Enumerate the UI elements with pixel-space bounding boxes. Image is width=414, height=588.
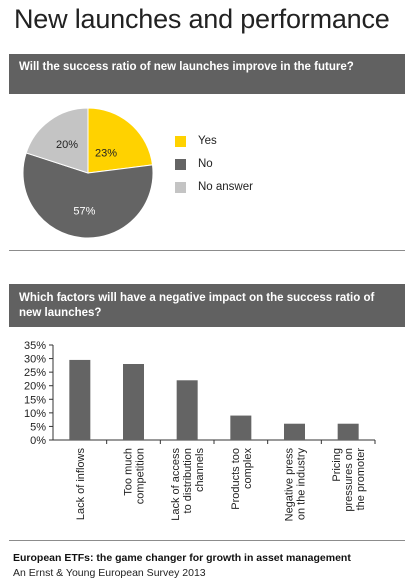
x-category-label: channels [194, 448, 206, 493]
bar-6 [337, 423, 359, 440]
x-category-label: Products too [230, 448, 242, 510]
x-category-label: Pricing [331, 448, 343, 482]
footer-subtitle: An Ernst & Young European Survey 2013 [13, 567, 206, 579]
x-category-label: the promoter [355, 448, 367, 511]
pie-label-no: 57% [73, 206, 95, 218]
x-category-label: competition [135, 448, 147, 504]
bar-question-header: Which factors will have a negative impac… [9, 284, 405, 327]
legend-swatch-no [175, 158, 186, 170]
bar-3 [176, 380, 198, 440]
bar-4 [230, 415, 252, 440]
pie-question-header: Will the success ratio of new launches i… [9, 54, 405, 94]
x-category-label: to distribution [182, 448, 194, 513]
x-category-label: on the industry [296, 448, 308, 521]
y-tick-label: 10% [24, 408, 46, 420]
section-divider [9, 250, 405, 251]
legend-label-no: No [198, 158, 213, 170]
y-tick-label: 15% [24, 394, 46, 406]
page-title: New launches and performance [14, 4, 390, 34]
y-tick-label: 30% [24, 354, 46, 366]
y-tick-label: 25% [24, 367, 46, 379]
bar-5 [284, 423, 305, 440]
x-category-label: Negative press [284, 448, 296, 522]
legend-item-no-answer: No answer [175, 180, 253, 194]
y-tick-label: 0% [30, 435, 46, 447]
bar-2 [123, 364, 144, 440]
legend-item-no: No [175, 157, 213, 171]
y-tick-label: 5% [30, 421, 46, 433]
legend-swatch-yes [175, 135, 186, 147]
x-category-label: Lack of inflows [75, 448, 87, 521]
pie-slice-no [22, 152, 154, 239]
footer-divider [9, 540, 405, 541]
pie-label-yes: 23% [95, 148, 117, 160]
x-category-label: pressures on [343, 448, 355, 512]
y-tick-label: 20% [24, 381, 46, 393]
y-tick-label: 35% [24, 340, 46, 352]
pie-slice-yes [87, 107, 154, 174]
x-category-label: Too much [123, 448, 135, 496]
legend-label-no-answer: No answer [198, 181, 253, 193]
x-category-label: Lack of access [170, 448, 182, 521]
pie-slice-no-answer [25, 107, 89, 174]
legend-label-yes: Yes [198, 135, 217, 147]
bar-1 [69, 359, 91, 440]
pie-label-no-answer: 20% [56, 139, 78, 151]
legend-item-yes: Yes [175, 134, 217, 148]
x-category-label: complex [242, 448, 254, 489]
footer-title: European ETFs: the game changer for grow… [13, 552, 351, 564]
legend-swatch-no-answer [175, 181, 186, 193]
